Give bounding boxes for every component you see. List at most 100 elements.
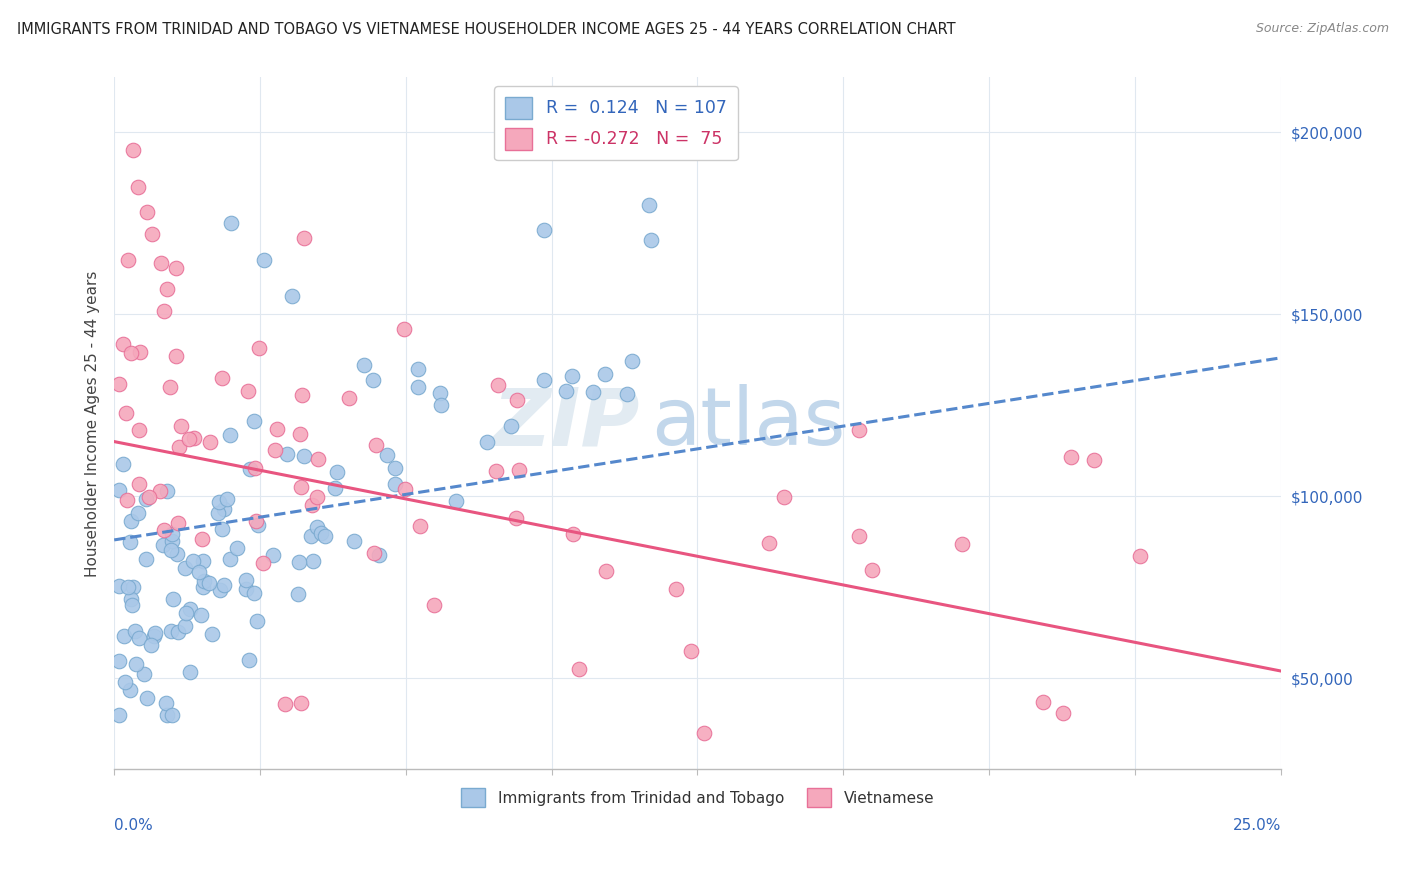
Point [314, 529, 336, 543]
Point [124, 624, 146, 639]
Point [149, 484, 172, 499]
Point [121, 598, 143, 612]
Point [208, 495, 231, 509]
Point [122, 580, 145, 594]
Point [242, 414, 264, 428]
Point [292, 449, 315, 463]
Point [111, 458, 134, 472]
Point [238, 462, 260, 476]
Point [291, 388, 314, 402]
Point [200, 434, 222, 449]
Point [167, 624, 190, 639]
Point [307, 452, 329, 467]
Point [219, 216, 242, 230]
Point [364, 438, 387, 452]
Point [128, 344, 150, 359]
Point [533, 223, 555, 237]
Point [217, 492, 239, 507]
Point [243, 461, 266, 475]
Point [423, 599, 446, 613]
Point [773, 490, 796, 504]
Point [128, 631, 150, 645]
Point [477, 434, 499, 449]
Point [616, 387, 638, 401]
Point [212, 578, 235, 592]
Point [218, 428, 240, 442]
Point [117, 580, 139, 594]
Point [136, 691, 159, 706]
Point [288, 555, 311, 569]
Point [681, 644, 703, 658]
Point [108, 654, 131, 668]
Point [112, 336, 135, 351]
Point [582, 384, 605, 399]
Point [187, 565, 209, 579]
Point [568, 662, 591, 676]
Point [1083, 453, 1105, 467]
Point [179, 665, 201, 679]
Point [170, 418, 193, 433]
Point [485, 464, 508, 478]
Point [287, 587, 309, 601]
Point [127, 179, 149, 194]
Point [114, 406, 136, 420]
Point [375, 449, 398, 463]
Point [166, 516, 188, 530]
Point [120, 346, 142, 360]
Point [127, 506, 149, 520]
Point [245, 514, 267, 528]
Point [124, 657, 146, 671]
Point [160, 526, 183, 541]
Point [758, 535, 780, 549]
Point [193, 554, 215, 568]
Point [361, 373, 384, 387]
Point [143, 629, 166, 643]
Point [311, 525, 333, 540]
Point [408, 362, 430, 376]
Text: Source: ZipAtlas.com: Source: ZipAtlas.com [1256, 22, 1389, 36]
Point [1060, 450, 1083, 465]
Point [209, 583, 232, 598]
Point [508, 463, 530, 477]
Point [593, 367, 616, 381]
Point [190, 608, 212, 623]
Text: ZIP: ZIP [492, 384, 640, 462]
Point [325, 481, 347, 495]
Point [1052, 706, 1074, 720]
Point [162, 591, 184, 606]
Point [121, 143, 143, 157]
Point [276, 446, 298, 460]
Point [165, 260, 187, 275]
Point [235, 582, 257, 597]
Point [155, 697, 177, 711]
Point [138, 490, 160, 504]
Point [290, 480, 312, 494]
Point [301, 498, 323, 512]
Point [406, 380, 429, 394]
Point [273, 697, 295, 711]
Point [693, 726, 716, 740]
Point [120, 514, 142, 528]
Point [132, 666, 155, 681]
Point [173, 618, 195, 632]
Point [166, 349, 188, 363]
Point [108, 579, 131, 593]
Point [115, 492, 138, 507]
Point [152, 538, 174, 552]
Point [226, 541, 249, 555]
Point [108, 707, 131, 722]
Point [135, 205, 157, 219]
Point [128, 423, 150, 437]
Point [409, 519, 432, 533]
Point [486, 377, 509, 392]
Point [392, 322, 415, 336]
Point [117, 252, 139, 267]
Point [211, 523, 233, 537]
Point [384, 477, 406, 491]
Point [262, 548, 284, 562]
Point [135, 492, 157, 507]
Text: atlas: atlas [651, 384, 845, 462]
Point [429, 386, 451, 401]
Point [167, 440, 190, 454]
Point [201, 627, 224, 641]
